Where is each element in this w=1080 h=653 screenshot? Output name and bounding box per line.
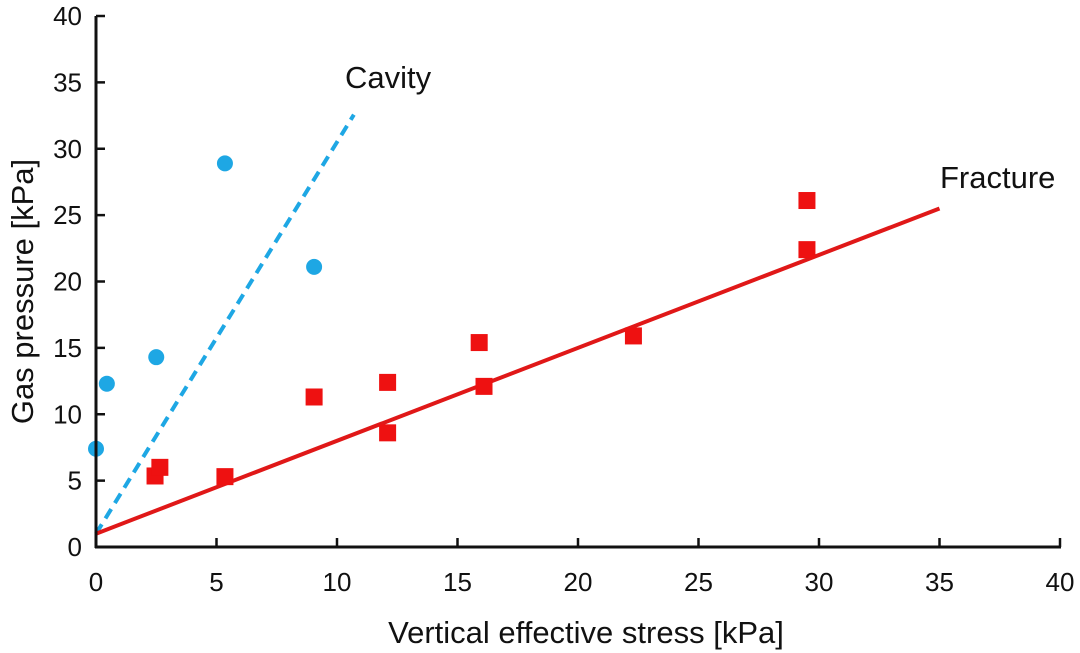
x-tick-label: 5: [209, 567, 223, 597]
x-tick-label: 0: [89, 567, 103, 597]
point-fracture: [379, 373, 397, 391]
axes: 0 5 10 15 20 25 30 35 40 0 5 10 15 20 25 30 35 40: [53, 1, 1074, 597]
point-fracture: [624, 327, 642, 345]
x-tick-label: 40: [1046, 567, 1075, 597]
y-tick-label: 5: [68, 466, 82, 496]
fit-line-fracture: [95, 206, 941, 536]
y-axis-title: Gas pressure [kPa]: [5, 159, 40, 424]
point-cavity: [216, 155, 233, 172]
y-ticks: 0 5 10 15 20 25 30 35 40: [53, 1, 105, 562]
x-ticks: 0 5 10 15 20 25 30 35 40: [89, 538, 1075, 597]
x-tick-label: 35: [925, 567, 954, 597]
point-cavity: [306, 258, 323, 275]
x-tick-label: 25: [684, 567, 713, 597]
x-tick-label: 30: [805, 567, 834, 597]
point-fracture: [798, 192, 816, 210]
y-tick-label: 25: [53, 200, 82, 230]
y-tick-label: 0: [68, 532, 82, 562]
point-cavity: [148, 349, 165, 366]
data-points: [88, 155, 816, 486]
point-fracture: [216, 468, 234, 486]
point-fracture: [798, 241, 816, 259]
fit-line-cavity: [94, 113, 356, 535]
y-tick-label: 10: [53, 399, 82, 429]
annotation-cavity: Cavity: [345, 60, 432, 95]
point-fracture: [379, 424, 397, 442]
y-tick-label: 40: [53, 1, 82, 31]
y-tick-label: 15: [53, 333, 82, 363]
x-tick-label: 15: [443, 567, 472, 597]
annotation-fracture: Fracture: [940, 160, 1055, 195]
y-tick-label: 20: [53, 267, 82, 297]
y-tick-label: 30: [53, 134, 82, 164]
y-tick-label: 35: [53, 67, 82, 97]
x-tick-label: 20: [564, 567, 593, 597]
fit-lines: [94, 113, 941, 536]
point-cavity: [98, 375, 115, 392]
point-fracture: [470, 334, 488, 352]
x-axis-title: Vertical effective stress [kPa]: [388, 615, 784, 650]
point-fracture: [475, 377, 493, 395]
x-tick-label: 10: [323, 567, 352, 597]
point-fracture: [151, 458, 169, 476]
point-fracture: [305, 388, 323, 406]
